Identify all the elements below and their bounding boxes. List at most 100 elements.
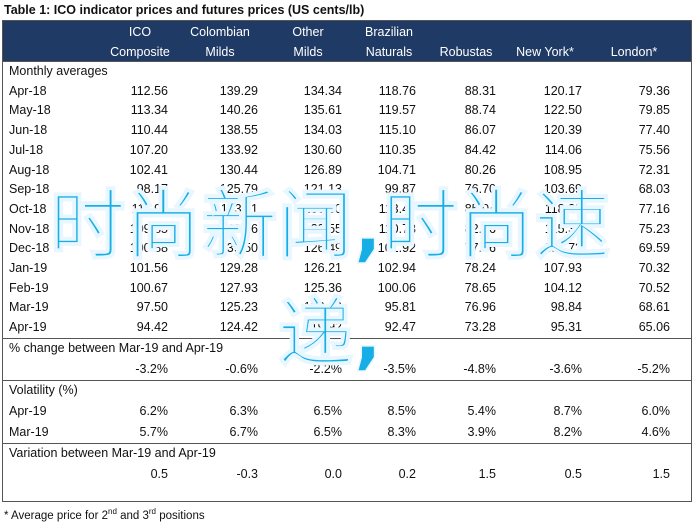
cell: 120.17 xyxy=(543,83,582,98)
cell: 110.73 xyxy=(378,221,416,236)
cell: 130.60 xyxy=(303,142,342,157)
cell: 8.7% xyxy=(553,404,583,419)
cell: 125.79 xyxy=(219,182,258,197)
footnote-text: positions xyxy=(156,509,205,522)
cell: 6.2% xyxy=(139,404,169,419)
cell: 70.32 xyxy=(638,261,670,275)
cell: 0.2 xyxy=(398,467,416,482)
column-header: Brazilian xyxy=(365,25,413,39)
column-header: Naturals xyxy=(365,45,413,59)
cell: 5.7% xyxy=(139,425,169,440)
cell: 140.76 xyxy=(219,221,258,236)
cell: -3.6% xyxy=(549,362,582,377)
cell: 102.41 xyxy=(129,162,168,177)
cell: 98.84 xyxy=(550,300,582,315)
cell: 130.50 xyxy=(219,241,258,256)
cell: 133.92 xyxy=(219,142,258,157)
cell: 108.95 xyxy=(543,162,582,177)
cell: 134.03 xyxy=(303,123,342,138)
cell: 76.96 xyxy=(464,300,496,315)
cell: 136.60 xyxy=(303,201,342,216)
cell: 69.59 xyxy=(638,241,670,256)
cell: 95.31 xyxy=(550,320,582,335)
cell: 99.87 xyxy=(384,182,416,197)
title: Table 1: ICO indicator prices and future… xyxy=(4,3,365,17)
cell: 126.89 xyxy=(303,162,342,177)
cell: 139.29 xyxy=(219,83,258,98)
cell: 129.28 xyxy=(219,261,258,275)
cell: 6.5% xyxy=(313,404,343,419)
cell: 97.50 xyxy=(136,300,168,315)
row-label: Jan-19 xyxy=(9,261,48,275)
cell: -0.3 xyxy=(236,467,258,482)
cell: 78.24 xyxy=(464,261,496,275)
cell: 119.57 xyxy=(378,103,416,118)
column-header: London* xyxy=(610,45,658,59)
table-border xyxy=(2,20,692,502)
cell: 3.9% xyxy=(467,425,497,440)
cell: 79.36 xyxy=(638,83,670,98)
row-label: Apr-19 xyxy=(9,320,47,335)
cell: 135.61 xyxy=(303,103,342,118)
cell: 6.0% xyxy=(641,404,671,419)
row-label: Dec-18 xyxy=(9,241,50,256)
cell: 0.5 xyxy=(150,467,168,482)
cell: 126.49 xyxy=(303,241,342,256)
superscript: nd xyxy=(108,507,117,516)
cell: 88.31 xyxy=(464,83,496,98)
cell: 75.23 xyxy=(638,221,670,236)
footnote-text: and 3 xyxy=(116,509,149,522)
section-title: Monthly averages xyxy=(9,64,108,78)
cell: 110.35 xyxy=(378,142,416,157)
cell: -3.5% xyxy=(383,362,416,377)
cell: 72.31 xyxy=(638,162,670,177)
cell: 107.20 xyxy=(129,142,168,157)
cell: -0.6% xyxy=(225,362,258,377)
cell: 101.92 xyxy=(377,241,416,256)
column-header: Composite xyxy=(110,45,170,59)
cell: 133.55 xyxy=(303,221,342,236)
cell: -5.2% xyxy=(637,362,670,377)
cell: 65.06 xyxy=(638,320,670,335)
cell: 114.06 xyxy=(544,142,582,157)
cell: 92.47 xyxy=(384,320,416,335)
separator xyxy=(2,380,692,382)
cell: 103.69 xyxy=(543,182,582,197)
cell: 124.42 xyxy=(219,320,258,335)
cell: 1.5 xyxy=(478,467,496,482)
row-label: Feb-19 xyxy=(9,280,49,295)
section-title: % change between Mar-19 and Apr-19 xyxy=(9,341,224,356)
cell: 118.76 xyxy=(378,83,416,98)
separator xyxy=(2,61,692,62)
superscript: rd xyxy=(148,507,157,516)
cell: 121.13 xyxy=(303,182,342,197)
column-header: Robustas xyxy=(439,45,493,59)
footnote: * Average price for 2nd and 3rd position… xyxy=(4,504,205,524)
cell: 143.11 xyxy=(220,201,258,216)
cell: 120.39 xyxy=(543,123,582,138)
cell: 100.88 xyxy=(129,241,168,256)
cell: 127.93 xyxy=(219,280,258,295)
header-band xyxy=(2,20,692,62)
cell: 6.5% xyxy=(313,425,343,440)
cell: 73.28 xyxy=(464,320,496,335)
cell: 109.85 xyxy=(129,221,168,236)
cell: -4.8% xyxy=(463,362,496,377)
cell: 125.36 xyxy=(303,280,342,295)
column-header: New York* xyxy=(516,45,574,59)
cell: 104.71 xyxy=(377,162,416,177)
row-label: Apr-19 xyxy=(9,404,47,419)
cell: 6.7% xyxy=(229,425,259,440)
cell: 112.56 xyxy=(130,83,168,98)
footnote-text: * Average price for 2 xyxy=(4,509,108,522)
cell: 111.95 xyxy=(131,201,168,216)
cell: 75.56 xyxy=(638,142,670,157)
cell: 104.12 xyxy=(543,280,582,295)
cell: 125.23 xyxy=(219,300,258,315)
cell: 6.3% xyxy=(229,404,259,419)
cell: 84.42 xyxy=(464,142,496,157)
cell: 122.50 xyxy=(543,103,582,118)
cell: 77.16 xyxy=(638,201,670,216)
cell: 130.44 xyxy=(219,162,258,177)
